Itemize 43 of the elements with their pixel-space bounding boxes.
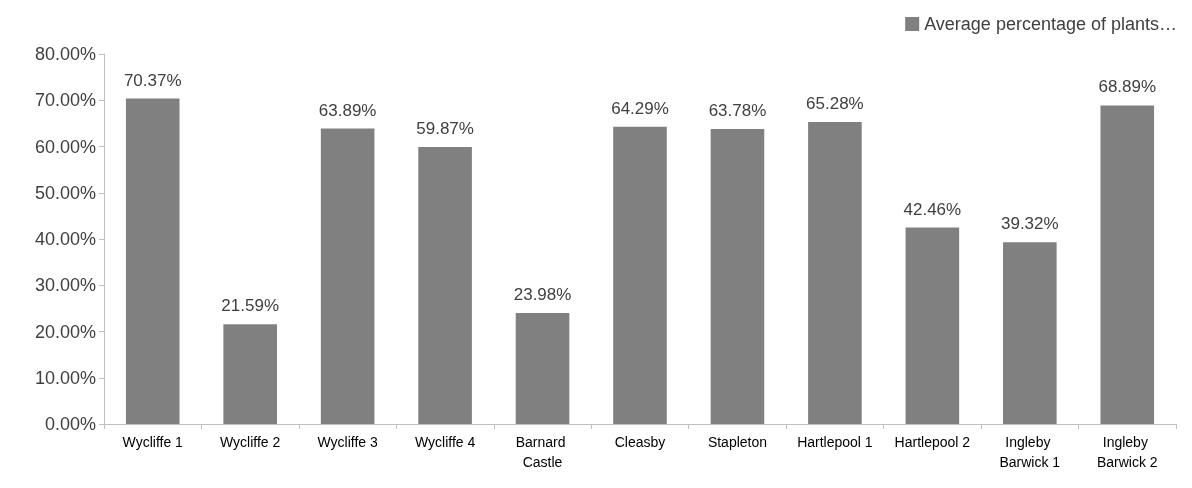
data-label: 63.78% <box>708 101 767 121</box>
data-label: 21.59% <box>221 296 280 316</box>
y-tick-label: 50.00% <box>34 182 96 203</box>
bar <box>1100 105 1155 424</box>
x-tick-label: Wycliffe 1 <box>122 434 184 450</box>
bar <box>223 324 277 424</box>
data-label: 23.98% <box>513 285 572 305</box>
data-label: 68.89% <box>1098 77 1157 97</box>
x-tick-label: Hartlepool 1 <box>797 434 873 450</box>
bar <box>418 147 472 424</box>
bar <box>613 126 667 424</box>
x-tick-label: Barnard Castle <box>515 434 570 470</box>
bar <box>125 98 180 424</box>
x-tick-label: Wycliffe 2 <box>220 434 281 450</box>
x-tick-label: Wycliffe 4 <box>414 434 476 450</box>
legend-label: Average percentage of plants… <box>924 14 1178 34</box>
bar <box>1003 242 1057 424</box>
data-label: 70.37% <box>123 70 182 90</box>
y-tick-label: 40.00% <box>34 229 96 249</box>
y-tick-label: 20.00% <box>34 321 96 342</box>
y-tick-label: 70.00% <box>34 90 96 111</box>
x-tick-label: Ingleby Barwick 2 <box>1096 434 1158 470</box>
y-tick-label: 0.00% <box>44 414 96 434</box>
y-tick-label: 80.00% <box>34 44 96 64</box>
data-label: 42.46% <box>903 199 962 219</box>
bar <box>905 227 960 424</box>
bar <box>710 129 765 424</box>
data-label: 65.28% <box>806 94 864 114</box>
x-tick-label: Cleasby <box>614 434 666 450</box>
data-label: 63.89% <box>318 100 377 120</box>
bar <box>320 128 375 424</box>
x-tick-label: Wycliffe 3 <box>317 434 378 450</box>
bar <box>808 122 862 424</box>
data-label: 39.32% <box>1000 214 1059 234</box>
y-tick-label: 30.00% <box>34 275 96 296</box>
x-tick-label: Hartlepool 2 <box>894 434 971 450</box>
x-tick-label: Stapleton <box>707 434 768 450</box>
y-tick-label: 10.00% <box>34 367 96 388</box>
data-label: 59.87% <box>416 119 474 139</box>
bar <box>515 313 570 424</box>
x-tick-label: Ingleby Barwick 1 <box>999 434 1061 470</box>
y-tick-label: 60.00% <box>34 136 96 157</box>
data-label: 64.29% <box>611 98 669 118</box>
